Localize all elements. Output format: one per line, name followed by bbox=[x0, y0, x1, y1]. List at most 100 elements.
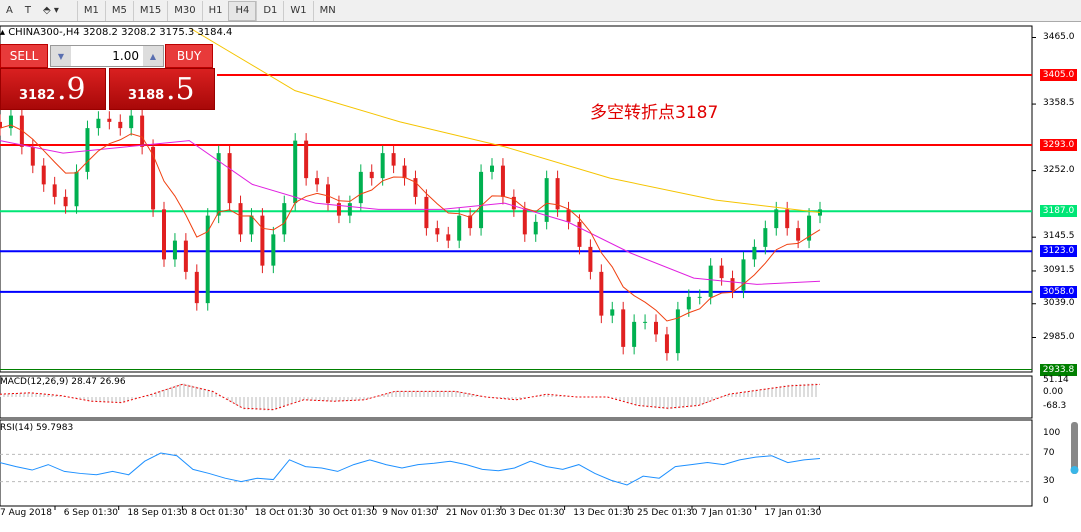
candle-body bbox=[402, 165, 407, 179]
time-label: 21 Nov 01:30 bbox=[445, 508, 507, 518]
price-chart[interactable] bbox=[0, 24, 1081, 532]
timeframe-h1[interactable]: H1 bbox=[201, 0, 229, 21]
macd-tick-label: 0.00 bbox=[1043, 387, 1064, 397]
text-label-tool-button[interactable]: T bbox=[24, 5, 31, 16]
time-label: 18 Oct 01:30 bbox=[254, 508, 314, 518]
buy-button[interactable]: BUY bbox=[165, 44, 213, 68]
candle-body bbox=[708, 265, 713, 297]
candle-body bbox=[610, 309, 615, 316]
ma-mid-line bbox=[0, 140, 821, 285]
candle-body bbox=[588, 246, 593, 272]
candle-body bbox=[151, 146, 156, 210]
candle-body bbox=[347, 203, 352, 216]
candle-body bbox=[358, 171, 363, 204]
buy-price-pips: .5 bbox=[166, 72, 195, 107]
macd-signal-line bbox=[0, 383, 821, 411]
lot-size-stepper[interactable]: ▼ 1.00 ▲ bbox=[50, 45, 164, 67]
candle-body bbox=[752, 246, 757, 260]
candle-body bbox=[621, 309, 626, 347]
rsi-pane-border bbox=[0, 419, 1033, 507]
candle-body bbox=[741, 259, 746, 291]
price-tick-label: 3358.5 bbox=[1043, 98, 1075, 109]
candle-body bbox=[468, 215, 473, 229]
lot-size-input[interactable]: 1.00 bbox=[112, 49, 139, 63]
font-tool-button[interactable]: A bbox=[6, 5, 13, 16]
time-label: 25 Dec 01:30 bbox=[637, 508, 698, 518]
level-tag: 3405.0 bbox=[1040, 69, 1077, 81]
chart-annotation[interactable]: 多空转折点3187 bbox=[590, 103, 719, 123]
candle-body bbox=[194, 271, 199, 304]
time-label: 8 Oct 01:30 bbox=[191, 508, 245, 518]
buy-price[interactable]: 3188.5 bbox=[109, 68, 215, 110]
candle-body bbox=[8, 115, 13, 129]
candle-body bbox=[41, 165, 46, 185]
candle-body bbox=[500, 165, 505, 197]
collapse-icon: ▴ bbox=[0, 27, 9, 38]
lot-increase-icon[interactable]: ▲ bbox=[143, 46, 163, 66]
candle-body bbox=[796, 228, 801, 241]
candle-body bbox=[30, 146, 35, 166]
macd-label: MACD(12,26,9) 28.47 26.96 bbox=[0, 377, 126, 387]
timeframe-d1[interactable]: D1 bbox=[256, 0, 283, 21]
candle-body bbox=[664, 334, 669, 354]
candle-body bbox=[566, 209, 571, 222]
timeframe-m1[interactable]: M1 bbox=[76, 0, 105, 21]
candle-body bbox=[424, 196, 429, 229]
candle-body bbox=[435, 228, 440, 235]
candle-body bbox=[326, 184, 330, 204]
macd-tick-label: -68.3 bbox=[1043, 401, 1067, 411]
candle-body bbox=[52, 184, 57, 197]
candle-body bbox=[140, 115, 145, 147]
rsi-line bbox=[0, 452, 821, 486]
candle-body bbox=[293, 140, 298, 204]
rsi-tick-label: 70 bbox=[1043, 448, 1055, 459]
rsi-label: RSI(14) 59.7983 bbox=[0, 423, 74, 433]
timeframe-m15[interactable]: M15 bbox=[132, 0, 167, 21]
time-label: 3 Dec 01:30 bbox=[509, 508, 565, 518]
ma-fast-line bbox=[0, 124, 821, 322]
main-pane-border bbox=[0, 25, 1033, 373]
candle-body bbox=[533, 221, 538, 235]
candle-body bbox=[380, 153, 385, 179]
candle-body bbox=[63, 196, 68, 207]
candle-body bbox=[697, 296, 702, 298]
candle-body bbox=[238, 203, 243, 235]
level-tag: 3058.0 bbox=[1040, 285, 1077, 298]
candle-body bbox=[0, 121, 2, 129]
candle-body bbox=[807, 215, 812, 241]
sell-button[interactable]: SELL bbox=[0, 44, 48, 68]
candle-body bbox=[391, 153, 396, 166]
level-tag: 3293.0 bbox=[1040, 139, 1077, 151]
time-label: 18 Sep 01:30 bbox=[127, 508, 188, 518]
sell-price-main: 3182 bbox=[19, 88, 56, 103]
candle-body bbox=[686, 296, 691, 310]
timeframe-h4[interactable]: H4 bbox=[228, 0, 257, 21]
candle-body bbox=[774, 209, 779, 229]
level-tag: 2933.8 bbox=[1040, 363, 1077, 376]
price-tick-label: 3145.5 bbox=[1043, 231, 1075, 242]
candle-body bbox=[85, 128, 90, 172]
candle-body bbox=[599, 271, 604, 316]
rsi-tick-label: 30 bbox=[1043, 475, 1055, 486]
candle-body bbox=[249, 215, 254, 235]
sell-price[interactable]: 3182.9 bbox=[0, 68, 106, 110]
time-label: 17 Jan 01:30 bbox=[764, 508, 822, 518]
timeframe-mn[interactable]: MN bbox=[312, 0, 342, 21]
symbol-info: ▴ CHINA300-,H4 3208.2 3208.2 3175.3 3184… bbox=[0, 27, 232, 38]
candle-body bbox=[304, 140, 309, 179]
timeframe-m5[interactable]: M5 bbox=[104, 0, 133, 21]
candle-body bbox=[675, 309, 680, 354]
timeframe-m30[interactable]: M30 bbox=[167, 0, 201, 21]
macd-pane-border bbox=[0, 375, 1033, 419]
candle-body bbox=[205, 215, 210, 304]
timeframe-w1[interactable]: W1 bbox=[283, 0, 312, 21]
one-click-trading-panel: SELL ▼ 1.00 ▲ BUY 3182.9 3188.5 bbox=[0, 44, 217, 110]
toolbar: A T ⬘ ▾ M1 M5 M15 M30 H1 H4 D1 W1 MN bbox=[0, 0, 1081, 22]
rsi-tick-label: 100 bbox=[1043, 428, 1061, 438]
candle-body bbox=[183, 240, 188, 272]
shapes-dropdown-icon[interactable]: ⬘ ▾ bbox=[42, 5, 59, 16]
candle-body bbox=[511, 196, 516, 210]
lot-decrease-icon[interactable]: ▼ bbox=[51, 46, 71, 66]
scroll-thumb-icon bbox=[1070, 466, 1079, 474]
price-tick-label: 3465.0 bbox=[1043, 31, 1075, 42]
